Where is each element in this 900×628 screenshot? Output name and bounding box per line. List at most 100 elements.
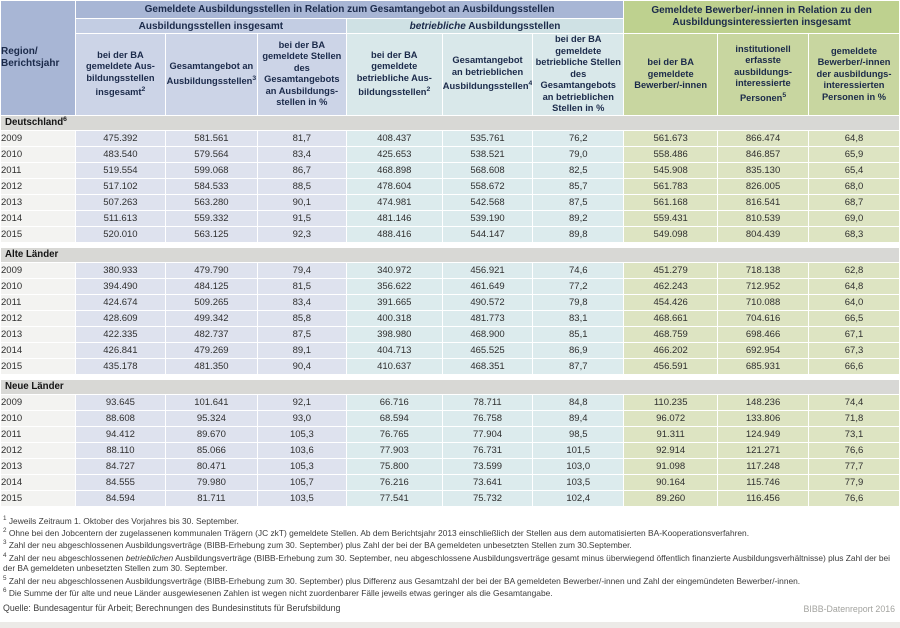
value-cell: 87,5 [533,194,624,210]
table-row: 2012 428.609 499.342 85,8 400.318 481.773 83,1… [1,310,899,326]
table-row: 2009 93.645 101.641 92,1 66.716 78.711 84,8 110… [1,394,899,410]
table-row: 2014 84.555 79.980 105,7 76.216 73.641 103,5 90… [1,474,899,490]
value-cell: 76,2 [533,130,624,146]
value-cell: 520.010 [75,226,165,242]
value-cell: 73.599 [442,458,533,474]
value-cell: 124.949 [718,426,809,442]
year-cell: 2012 [1,310,75,326]
year-cell: 2010 [1,410,75,426]
value-cell: 89,8 [533,226,624,242]
section-header-row: Deutschland6 [1,115,899,130]
value-cell: 481.146 [346,210,442,226]
value-cell: 468.759 [624,326,718,342]
value-cell: 64,0 [809,294,899,310]
value-cell: 86,9 [533,342,624,358]
value-cell: 461.649 [442,278,533,294]
value-cell: 561.168 [624,194,718,210]
table-row: 2015 84.594 81.711 103,5 77.541 75.732 102,4 89… [1,490,899,506]
value-cell: 549.098 [624,226,718,242]
value-cell: 826.005 [718,178,809,194]
value-cell: 89,2 [533,210,624,226]
bottom-divider [0,622,900,628]
section-header-row: Alte Länder [1,247,899,262]
value-cell: 116.456 [718,490,809,506]
value-cell: 78.711 [442,394,533,410]
value-cell: 88.608 [75,410,165,426]
value-cell: 66,5 [809,310,899,326]
value-cell: 105,3 [257,426,346,442]
column-header-ba-gemeldete-stellen: bei der BA gemeldete Aus- bildungsstelle… [75,34,165,115]
value-cell: 83,1 [533,310,624,326]
value-cell: 561.783 [624,178,718,194]
value-cell: 92,1 [257,394,346,410]
table-row: 2011 94.412 89.670 105,3 76.765 77.904 98,5 91.… [1,426,899,442]
value-cell: 509.265 [165,294,257,310]
subgroup-header-row: Ausbildungsstellen insgesamt betrieblich… [1,19,899,33]
value-cell: 484.125 [165,278,257,294]
value-cell: 105,3 [257,458,346,474]
value-cell: 454.426 [624,294,718,310]
column-header-betriebliche-prozent: bei der BA gemeldete betriebliche Stelle… [533,34,624,115]
value-cell: 103,0 [533,458,624,474]
table-row: 2013 507.263 563.280 90,1 474.981 542.568 87,5… [1,194,899,210]
value-cell: 91,5 [257,210,346,226]
year-cell: 2010 [1,146,75,162]
table-row: 2010 88.608 95.324 93,0 68.594 76.758 89,4 96.0… [1,410,899,426]
value-cell: 84,8 [533,394,624,410]
value-cell: 456.591 [624,358,718,374]
group-header-ausbildungsstellen: Gemeldete Ausbildungsstellen in Relation… [75,1,624,18]
value-cell: 468.898 [346,162,442,178]
value-cell: 866.474 [718,130,809,146]
value-cell: 79,4 [257,262,346,278]
table-row: 2010 483.540 579.564 83,4 425.653 538.521 79,0… [1,146,899,162]
value-cell: 462.243 [624,278,718,294]
column-header-gesamtangebot: Gesamtangebot an Ausbildungsstellen3 [165,34,257,115]
value-cell: 133.806 [718,410,809,426]
value-cell: 66.716 [346,394,442,410]
value-cell: 76,6 [809,442,899,458]
year-cell: 2015 [1,490,75,506]
footnote-6: 6 Die Summe der für alte und neue Länder… [3,587,553,598]
table-header: Region/ Berichtsjahr Gemeldete Ausbildun… [1,1,899,115]
value-cell: 83,4 [257,294,346,310]
value-cell: 581.561 [165,130,257,146]
value-cell: 89,1 [257,342,346,358]
year-cell: 2011 [1,162,75,178]
value-cell: 73,1 [809,426,899,442]
value-cell: 66,6 [809,358,899,374]
value-cell: 517.102 [75,178,165,194]
value-cell: 88,5 [257,178,346,194]
value-cell: 85,8 [257,310,346,326]
year-cell: 2011 [1,294,75,310]
year-cell: 2013 [1,458,75,474]
value-cell: 96.072 [624,410,718,426]
footnotes: 1 Jeweils Zeitraum 1. Oktober des Vorjah… [0,507,900,599]
year-cell: 2009 [1,262,75,278]
value-cell: 685.931 [718,358,809,374]
value-cell: 77,9 [809,474,899,490]
value-cell: 89,4 [533,410,624,426]
value-cell: 499.342 [165,310,257,326]
value-cell: 81.711 [165,490,257,506]
value-cell: 76.216 [346,474,442,490]
table-row: 2015 520.010 563.125 92,3 488.416 544.147 89,8… [1,226,899,242]
value-cell: 71,8 [809,410,899,426]
value-cell: 77.541 [346,490,442,506]
value-cell: 117.248 [718,458,809,474]
value-cell: 67,3 [809,342,899,358]
value-cell: 481.350 [165,358,257,374]
value-cell: 77.904 [442,426,533,442]
value-cell: 64,8 [809,278,899,294]
table-row: 2009 380.933 479.790 79,4 340.972 456.921 74,6… [1,262,899,278]
value-cell: 456.921 [442,262,533,278]
value-cell: 482.737 [165,326,257,342]
value-cell: 84.727 [75,458,165,474]
value-cell: 65,4 [809,162,899,178]
year-cell: 2013 [1,194,75,210]
value-cell: 90.164 [624,474,718,490]
value-cell: 479.790 [165,262,257,278]
value-cell: 76,6 [809,490,899,506]
value-cell: 110.235 [624,394,718,410]
value-cell: 561.673 [624,130,718,146]
